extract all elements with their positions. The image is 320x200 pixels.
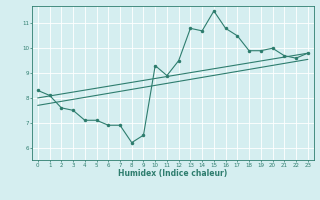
X-axis label: Humidex (Indice chaleur): Humidex (Indice chaleur) [118,169,228,178]
